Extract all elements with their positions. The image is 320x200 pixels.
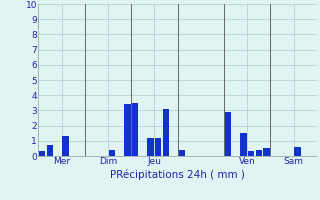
Bar: [240, 133, 246, 156]
Bar: [163, 109, 169, 156]
Bar: [132, 103, 138, 156]
Bar: [256, 150, 262, 156]
Bar: [178, 150, 185, 156]
X-axis label: PRécipitations 24h ( mm ): PRécipitations 24h ( mm ): [110, 169, 245, 180]
Bar: [155, 138, 161, 156]
Bar: [47, 145, 53, 156]
Bar: [62, 136, 68, 156]
Bar: [109, 150, 115, 156]
Bar: [263, 148, 270, 156]
Bar: [124, 104, 131, 156]
Bar: [294, 147, 300, 156]
Bar: [248, 151, 254, 156]
Bar: [39, 151, 45, 156]
Bar: [148, 138, 154, 156]
Bar: [225, 112, 231, 156]
